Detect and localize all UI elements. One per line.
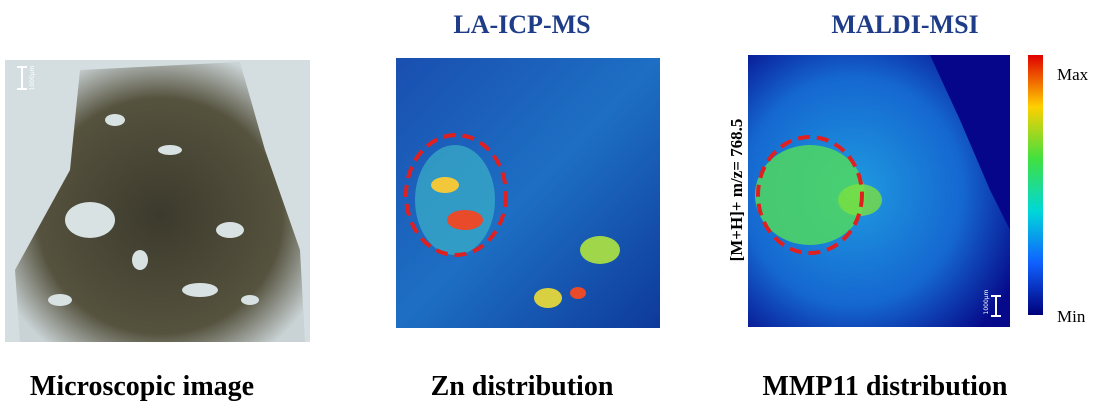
- panel-title: LA-ICP-MS: [453, 10, 590, 39]
- scale-label: 1000µm: [29, 65, 36, 90]
- colorbar-max: Max: [1057, 65, 1089, 84]
- scale-label: 1000µm: [983, 289, 990, 314]
- microscopic-image: 1000µm: [5, 60, 310, 342]
- colorbar-min: Min: [1057, 307, 1086, 326]
- axis-label: [M+H]+ m/z= 768.5: [727, 119, 746, 262]
- caption: Microscopic image: [30, 371, 254, 402]
- zn-image: [396, 58, 660, 328]
- maldi-image: 1000µm: [748, 55, 1010, 327]
- panel-title: MALDI-MSI: [831, 10, 978, 39]
- colorbar: [1028, 55, 1043, 315]
- caption: MMP11 distribution: [762, 371, 1007, 402]
- caption: Zn distribution: [431, 371, 614, 402]
